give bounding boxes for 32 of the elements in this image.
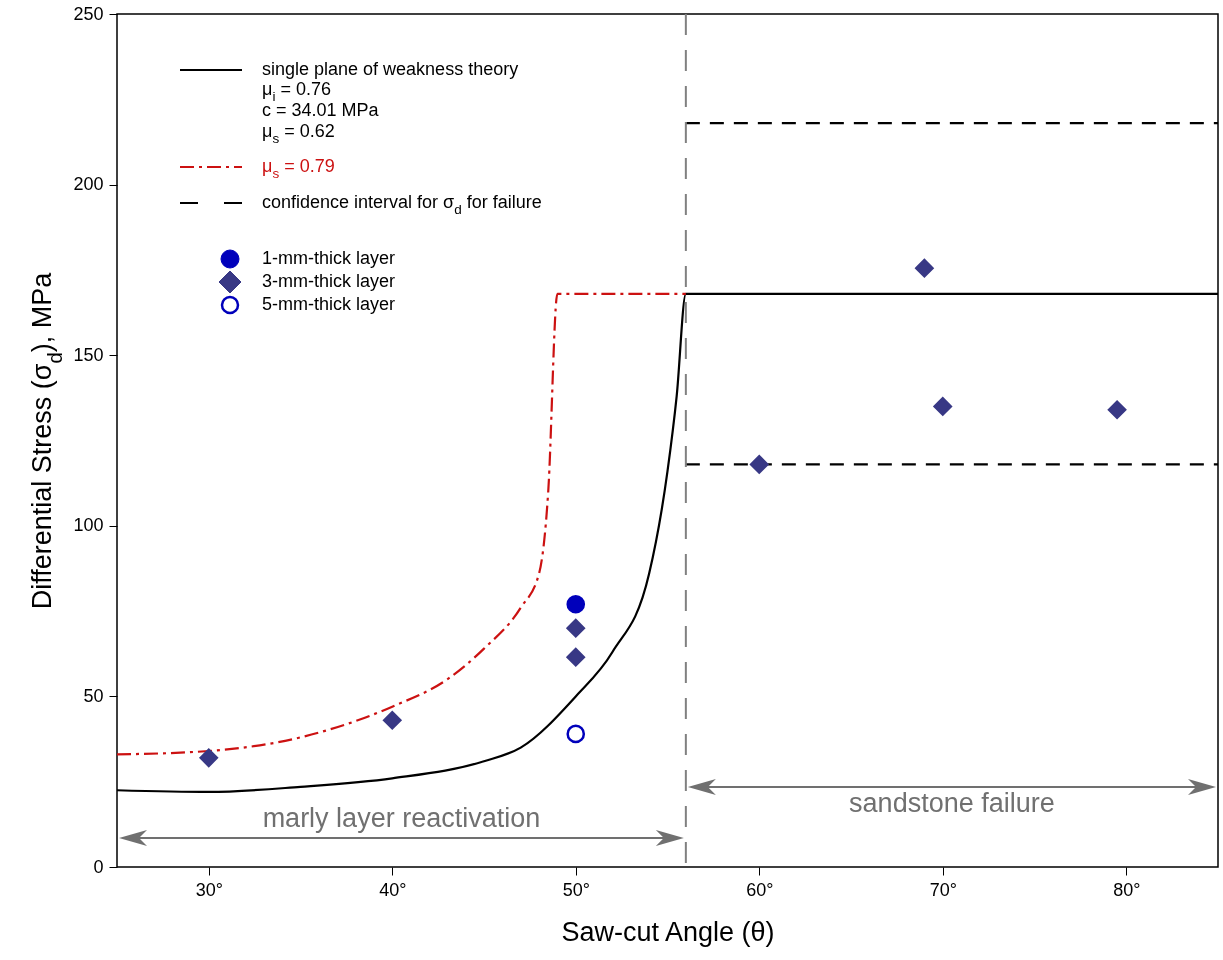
point bbox=[566, 618, 586, 638]
y-tick-label: 100 bbox=[73, 515, 104, 536]
point bbox=[1107, 400, 1127, 420]
point bbox=[566, 647, 586, 667]
y-tick-label: 150 bbox=[73, 344, 104, 365]
annotation: sandstone failure bbox=[849, 788, 1055, 819]
point bbox=[566, 724, 586, 744]
x-tick-label: 70° bbox=[929, 879, 957, 900]
x-tick-label: 50° bbox=[562, 879, 590, 900]
point bbox=[933, 397, 953, 416]
point bbox=[749, 455, 769, 474]
legend-label: 1-mm-thick layer bbox=[262, 247, 396, 268]
y-tick-label: 50 bbox=[83, 685, 104, 706]
x-tick-label: 60° bbox=[746, 879, 774, 900]
legend-label: μ$_{s}$ = 0.79 bbox=[262, 155, 335, 182]
point bbox=[382, 710, 402, 730]
point bbox=[199, 748, 219, 768]
x-tick-label: 30° bbox=[195, 879, 223, 900]
legend-label: 3-mm-thick layer bbox=[262, 270, 396, 291]
y-tick-label: 0 bbox=[93, 856, 104, 877]
legend-label: 5-mm-thick layer bbox=[262, 293, 396, 314]
legend-label: single plane of weakness theory bbox=[262, 58, 519, 79]
point bbox=[915, 258, 934, 278]
y-tick-label: 250 bbox=[73, 3, 104, 24]
annotation: marly layer reactivation bbox=[262, 803, 541, 834]
x-tick-label: 80° bbox=[1113, 879, 1141, 900]
point bbox=[566, 594, 586, 614]
x-tick-label: 40° bbox=[379, 879, 407, 900]
annotation: μ$_{s}$ = 0.62 bbox=[262, 120, 335, 147]
y-tick-label: 200 bbox=[73, 174, 104, 195]
x-axis-title: Saw-cut Angle (θ) bbox=[561, 916, 775, 947]
legend-label: confidence interval for σ$_{d}$ for failure bbox=[262, 191, 542, 218]
